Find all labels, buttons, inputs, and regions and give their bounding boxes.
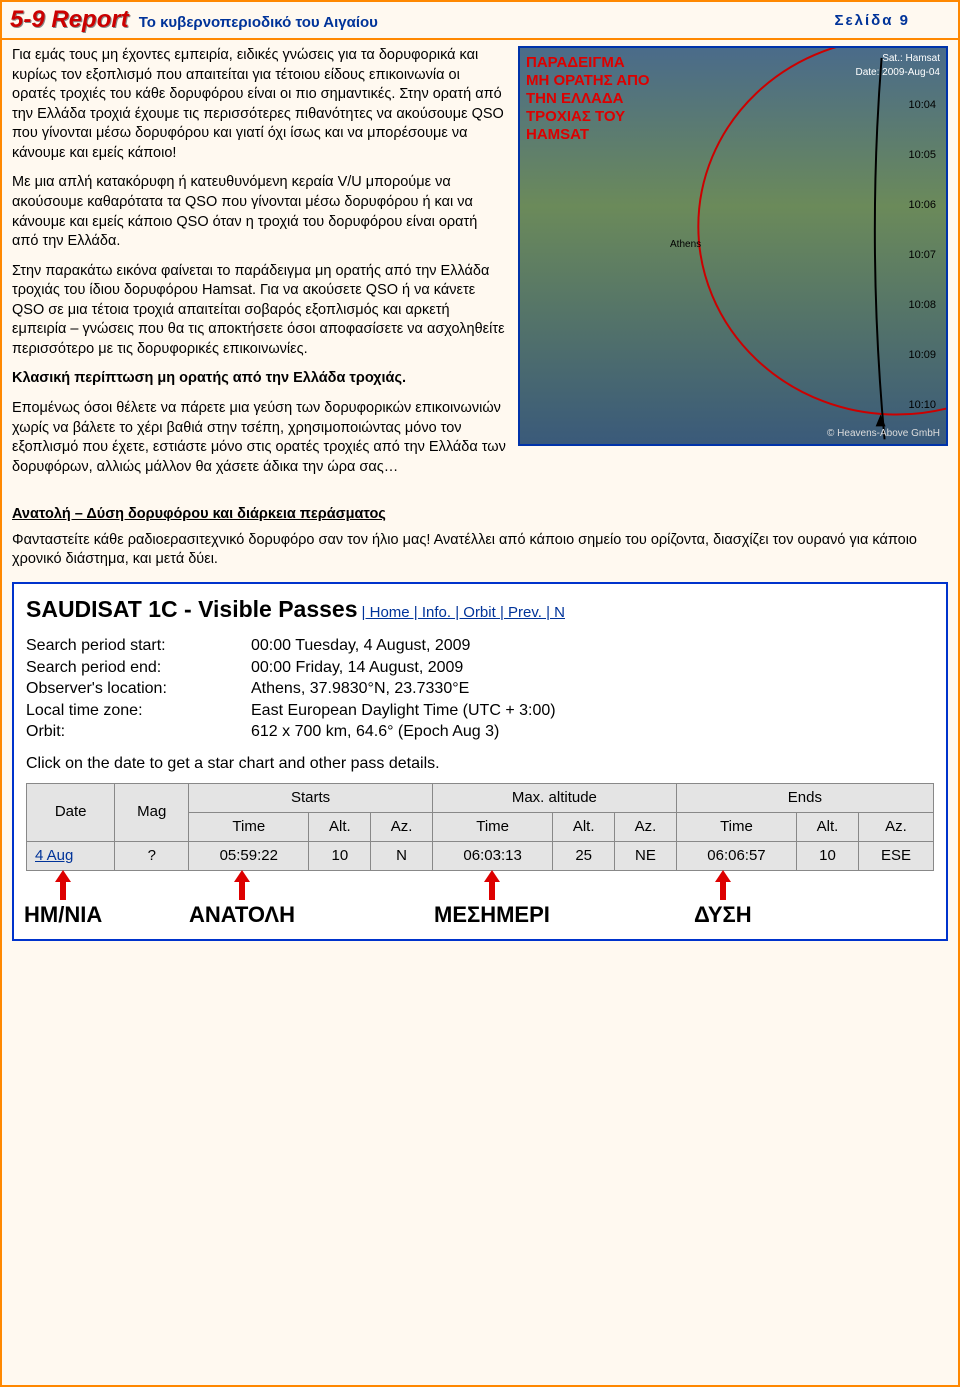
passes-table: Date Mag Starts Max. altitude Ends Time … — [26, 783, 934, 872]
col-time: Time — [432, 812, 552, 841]
section-heading: Ανατολή – Δύση δορυφόρου και διάρκεια πε… — [12, 505, 948, 525]
page-number: Σελίδα 9 — [835, 12, 950, 29]
map-sat-name: Sat.: Hamsat — [855, 52, 940, 66]
page-content: ΠΑΡΑΔΕΙΓΜΑ ΜΗ ΟΡΑΤΗΣ ΑΠΟ ΤΗΝ ΕΛΛΑΔΑ ΤΡΟΧ… — [2, 40, 958, 951]
map-overlay-line: ΜΗ ΟΡΑΤΗΣ ΑΠΟ — [526, 72, 650, 90]
cell-start-az: N — [371, 842, 433, 871]
map-time-tick: 10:08 — [908, 298, 936, 313]
cell-max-az: NE — [615, 842, 677, 871]
arrow-label-anatoli: ΑΝΑΤΟΛΗ — [189, 900, 295, 930]
passes-nav-links[interactable]: | Home | Info. | Orbit | Prev. | N — [362, 604, 565, 621]
info-value: 00:00 Friday, 14 August, 2009 — [251, 657, 463, 679]
table-header-row: Date Mag Starts Max. altitude Ends — [27, 783, 934, 812]
cell-max-time: 06:03:13 — [432, 842, 552, 871]
col-time: Time — [189, 812, 309, 841]
arrow-up-icon — [713, 870, 733, 900]
map-time-tick: 10:07 — [908, 248, 936, 263]
info-value: 612 x 700 km, 64.6° (Epoch Aug 3) — [251, 721, 499, 743]
col-alt: Alt. — [309, 812, 371, 841]
cell-date-link[interactable]: 4 Aug — [27, 842, 115, 871]
map-copyright: © Heavens-Above GmbH — [827, 427, 940, 441]
col-mag: Mag — [115, 783, 189, 842]
info-label: Search period end: — [26, 657, 251, 679]
page-frame: 5-9 Report Το κυβερνοπεριοδικό του Αιγαί… — [0, 0, 960, 1387]
map-time-tick: 10:05 — [908, 148, 936, 163]
report-subtitle: Το κυβερνοπεριοδικό του Αιγαίου — [139, 14, 378, 31]
info-label: Observer's location: — [26, 678, 251, 700]
arrow-up-icon — [232, 870, 252, 900]
satellite-map-figure: ΠΑΡΑΔΕΙΓΜΑ ΜΗ ΟΡΑΤΗΣ ΑΠΟ ΤΗΝ ΕΛΛΑΔΑ ΤΡΟΧ… — [518, 46, 948, 446]
arrow-label-dysi: ΔΥΣΗ — [694, 900, 752, 930]
info-value: East European Daylight Time (UTC + 3:00) — [251, 700, 556, 722]
cell-start-alt: 10 — [309, 842, 371, 871]
body-paragraph: Φανταστείτε κάθε ραδιοερασιτεχνικό δορυφ… — [12, 531, 948, 570]
passes-instruction: Click on the date to get a star chart an… — [26, 753, 934, 775]
col-alt: Alt. — [797, 812, 859, 841]
cell-mag: ? — [115, 842, 189, 871]
page-header: 5-9 Report Το κυβερνοπεριοδικό του Αιγαί… — [2, 2, 958, 40]
info-label: Orbit: — [26, 721, 251, 743]
col-alt: Alt. — [553, 812, 615, 841]
arrow-label-hmnia: ΗΜ/ΝΙΑ — [24, 900, 102, 930]
arrow-up-icon — [53, 870, 73, 900]
info-value: Athens, 37.9830°N, 23.7330°E — [251, 678, 469, 700]
report-title: 5-9 Report — [10, 6, 129, 34]
table-row: 4 Aug ? 05:59:22 10 N 06:03:13 25 NE 06:… — [27, 842, 934, 871]
map-overlay-line: HAMSAT — [526, 126, 650, 144]
map-time-tick: 10:04 — [908, 98, 936, 113]
arrow-label-mesimeri: ΜΕΣΗΜΕΡΙ — [434, 900, 550, 930]
col-max: Max. altitude — [432, 783, 676, 812]
cell-end-alt: 10 — [797, 842, 859, 871]
info-label: Local time zone: — [26, 700, 251, 722]
col-starts: Starts — [189, 783, 433, 812]
map-overlay-line: ΤΡΟΧΙΑΣ ΤΟΥ — [526, 108, 650, 126]
col-az: Az. — [371, 812, 433, 841]
cell-max-alt: 25 — [553, 842, 615, 871]
arrow-up-icon — [482, 870, 502, 900]
cell-start-time: 05:59:22 — [189, 842, 309, 871]
visible-passes-panel: SAUDISAT 1C - Visible Passes | Home | In… — [12, 582, 948, 941]
map-sat-info: Sat.: Hamsat Date: 2009-Aug-04 — [855, 52, 940, 79]
col-date: Date — [27, 783, 115, 842]
cell-end-az: ESE — [858, 842, 933, 871]
col-az: Az. — [858, 812, 933, 841]
passes-info-block: Search period start:00:00 Tuesday, 4 Aug… — [26, 635, 934, 743]
cell-end-time: 06:06:57 — [676, 842, 796, 871]
map-time-tick: 10:10 — [908, 398, 936, 413]
map-overlay-text: ΠΑΡΑΔΕΙΓΜΑ ΜΗ ΟΡΑΤΗΣ ΑΠΟ ΤΗΝ ΕΛΛΑΔΑ ΤΡΟΧ… — [526, 54, 650, 144]
map-overlay-line: ΠΑΡΑΔΕΙΓΜΑ — [526, 54, 650, 72]
passes-title: SAUDISAT 1C - Visible Passes — [26, 596, 358, 622]
map-overlay-line: ΤΗΝ ΕΛΛΑΔΑ — [526, 90, 650, 108]
col-ends: Ends — [676, 783, 933, 812]
annotation-arrows: ΗΜ/ΝΙΑ ΑΝΑΤΟΛΗ ΜΕΣΗΜΕΡΙ ΔΥΣΗ — [14, 875, 946, 929]
map-time-tick: 10:09 — [908, 348, 936, 363]
col-time: Time — [676, 812, 796, 841]
col-az: Az. — [615, 812, 677, 841]
map-city-label: Athens — [670, 238, 701, 252]
map-sat-date: Date: 2009-Aug-04 — [855, 66, 940, 80]
info-value: 00:00 Tuesday, 4 August, 2009 — [251, 635, 470, 657]
map-time-tick: 10:06 — [908, 198, 936, 213]
info-label: Search period start: — [26, 635, 251, 657]
